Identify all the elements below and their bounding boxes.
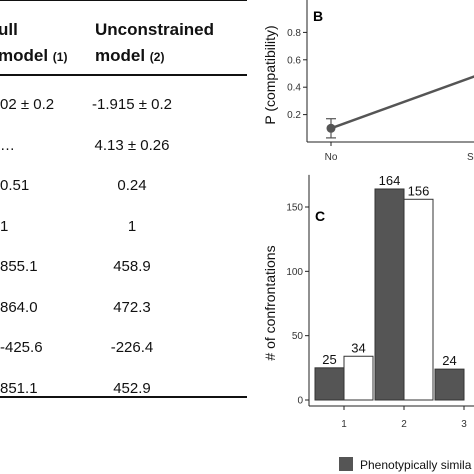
panel-c-bar xyxy=(314,367,345,401)
panel-c-bar xyxy=(374,188,405,401)
panel-c-data-label: 25 xyxy=(322,352,336,367)
table-cell-col1: 855.1 xyxy=(0,258,38,275)
panel-b-line-chart: B 0.2 0.4 0.6 0.8 P (compatibility) No S xyxy=(262,0,474,163)
panel-b-label: B xyxy=(313,8,323,24)
table-cell-col1: … xyxy=(0,136,15,154)
table-header-rule xyxy=(0,74,247,76)
table-cell-col2: -1.915 ± 0.2 xyxy=(92,96,172,113)
table-cell-col1: 1 xyxy=(0,217,9,235)
col2-header-line2: model xyxy=(95,46,146,65)
table-cell-col2: 1 xyxy=(127,217,137,235)
legend-swatch xyxy=(339,457,353,471)
chart-legend: Phenotypically simila xyxy=(339,457,472,472)
table-cell-col1: -425.6 xyxy=(0,339,43,356)
panel-b-y-tick-label: 0.4 xyxy=(287,83,301,94)
panel-b-x-tick-label: No xyxy=(325,152,338,163)
table-cell-col2: 0.24 xyxy=(117,177,147,194)
panel-c-x-tick-label: 2 xyxy=(401,419,407,430)
col2-header: Unconstrained model (2) xyxy=(95,20,214,67)
table-cell-col1: 0.51 xyxy=(0,177,30,194)
table-cell-col1: 864.0 xyxy=(0,298,38,316)
panel-c-y-axis-label: # of confrontations xyxy=(262,245,278,360)
table-bottom-rule xyxy=(0,396,247,398)
col1-header-line1: ull xyxy=(0,20,18,39)
panel-b-y-tick-label: 0.6 xyxy=(287,55,301,66)
panel-c-x-tick-label: 3 xyxy=(461,419,467,430)
panel-c-bar xyxy=(434,368,465,401)
panel-c-x-tick-label: 1 xyxy=(341,419,347,430)
panel-c-data-label: 24 xyxy=(442,353,456,368)
table-cell-col2: 452.9 xyxy=(113,379,151,397)
panel-c-y-tick-label: 150 xyxy=(286,203,303,214)
panel-c-y-tick-label: 50 xyxy=(292,331,304,342)
panel-b-y-axis-label: P (compatibility) xyxy=(262,25,278,124)
panel-c-bar xyxy=(343,355,374,401)
panel-b-y-tick-label: 0.8 xyxy=(287,28,301,39)
panel-c-bar xyxy=(403,198,434,401)
table-cell-col1: 851.1 xyxy=(0,379,38,397)
col1-header-sub: (1) xyxy=(52,50,68,64)
table-top-rule xyxy=(0,0,247,1)
table-cell-col2: 458.9 xyxy=(113,258,151,275)
panel-c-data-label: 34 xyxy=(351,340,365,355)
panel-b-series-line xyxy=(330,75,474,130)
panel-c-bar-chart: C 0 50 100 150 # of confrontations 1 25 34 2 164 15… xyxy=(262,173,474,430)
table-cell-col2: 4.13 ± 0.26 xyxy=(94,136,170,154)
table-cell-col2: 472.3 xyxy=(113,298,151,316)
panel-c-y-tick-label: 100 xyxy=(286,267,303,278)
table-cell-col1: 02 ± 0.2 xyxy=(0,96,55,113)
panel-c-data-label: 156 xyxy=(408,183,430,198)
panel-c-y-tick-label: 0 xyxy=(297,396,303,407)
legend-label: Phenotypically simila xyxy=(360,458,472,472)
col1-header: ull model (1) xyxy=(0,20,67,67)
col2-header-sub: (2) xyxy=(149,50,165,64)
panel-b-x-tick-label: S xyxy=(467,152,474,163)
panel-b-point xyxy=(326,123,336,133)
table-cell-col2: -226.4 xyxy=(110,339,154,356)
panel-c-data-label: 164 xyxy=(379,173,401,188)
panel-c-label: C xyxy=(315,208,325,224)
col1-header-line2: model xyxy=(0,46,49,65)
col2-header-line1: Unconstrained xyxy=(95,20,215,39)
panel-b-y-tick-label: 0.2 xyxy=(287,110,301,121)
